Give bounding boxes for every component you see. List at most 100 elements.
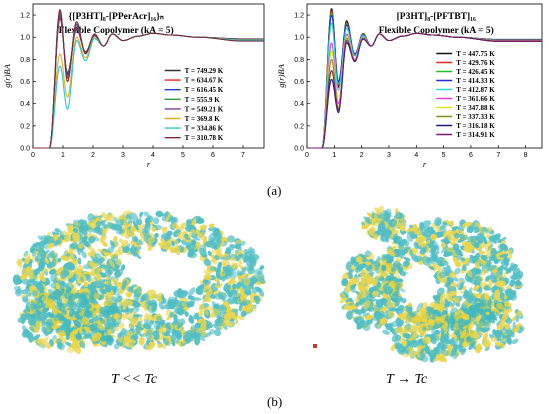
snapshot-low-label-text: T << Tc (111, 372, 158, 387)
monomer (104, 266, 110, 272)
monomer (97, 248, 103, 253)
monomer (215, 238, 222, 246)
monomer (410, 233, 418, 240)
monomer (454, 260, 461, 268)
monomer (194, 241, 201, 248)
monomer (133, 294, 140, 300)
monomer (126, 337, 137, 344)
monomer (440, 239, 451, 244)
monomer (486, 264, 497, 271)
monomer (125, 299, 133, 306)
monomer (441, 310, 448, 316)
monomer (148, 341, 155, 347)
monomer (84, 224, 93, 231)
monomer (357, 293, 365, 300)
monomer (393, 233, 399, 243)
monomer (504, 302, 512, 308)
monomer (59, 283, 65, 290)
monomer (139, 211, 144, 217)
monomer (247, 266, 255, 275)
monomer (122, 239, 129, 247)
monomer (441, 334, 448, 342)
monomer (398, 349, 406, 355)
monomer (225, 322, 235, 327)
monomer (165, 245, 170, 251)
monomer (106, 331, 112, 336)
monomer (229, 257, 237, 262)
monomer (104, 296, 113, 307)
monomer (57, 257, 62, 263)
legend-label: T = 414.33 K (456, 77, 495, 85)
monomer (220, 294, 226, 302)
monomer (170, 338, 181, 344)
legend-label: T = 361.66 K (456, 95, 495, 103)
chart-subtitle: Flexible Copolymer (kA = 5) (59, 25, 174, 36)
legend-label: T = 749.29 K (185, 67, 224, 75)
monomer (516, 270, 524, 279)
monomer (174, 244, 181, 256)
monomer (394, 342, 402, 350)
y-tick-label: 0.4 (294, 101, 304, 108)
monomer (386, 249, 396, 257)
monomer (464, 258, 470, 265)
legend-label: T = 549.21 K (185, 105, 224, 113)
monomer (32, 334, 41, 341)
monomer (357, 284, 366, 291)
monomer (381, 264, 387, 272)
monomer (52, 335, 57, 340)
monomer (154, 232, 159, 238)
monomer (381, 317, 387, 323)
monomer (41, 320, 46, 325)
monomer (474, 259, 481, 266)
monomer (41, 308, 47, 315)
monomer (350, 284, 356, 293)
legend-label: T = 337.33 K (456, 113, 495, 121)
monomer (455, 302, 461, 307)
monomer (151, 226, 157, 232)
monomer (382, 282, 390, 290)
monomer (482, 327, 491, 333)
monomer (232, 283, 237, 290)
monomer (460, 329, 467, 339)
monomer (474, 226, 479, 233)
monomer (37, 253, 43, 263)
monomer (234, 309, 239, 316)
monomer (358, 314, 366, 325)
monomer (82, 326, 91, 331)
monomer (135, 325, 144, 331)
monomer (416, 309, 424, 321)
monomer (52, 253, 59, 260)
monomer (183, 331, 191, 342)
monomer (79, 341, 86, 349)
x-tick-label: 8 (524, 152, 528, 159)
monomer (110, 305, 118, 313)
monomer (231, 262, 239, 270)
y-tick-label: 1.0 (20, 35, 30, 42)
monomer (414, 255, 423, 262)
monomer (511, 315, 517, 322)
monomer (84, 241, 91, 248)
monomer (368, 287, 374, 292)
monomer (492, 285, 504, 293)
x-tick-label: 0 (305, 152, 309, 159)
monomer (249, 276, 258, 284)
monomer (227, 235, 235, 243)
monomer (149, 320, 154, 325)
monomer (44, 302, 54, 309)
monomer (490, 247, 497, 258)
chart-title: [P3HT]₈-[PFTBT]₁₆ (397, 12, 476, 22)
monomer (114, 327, 120, 332)
monomer (213, 303, 220, 309)
monomer (249, 248, 256, 255)
monomer (390, 267, 397, 272)
monomer (468, 225, 474, 234)
monomer (58, 342, 66, 351)
monomer (14, 288, 23, 297)
monomer (482, 320, 490, 326)
legend-label: T = 426.45 K (456, 68, 495, 76)
monomer (393, 291, 400, 298)
legend-label: T = 429.76 K (456, 59, 495, 67)
monomer (341, 278, 349, 287)
monomer (210, 241, 217, 248)
monomer (169, 323, 175, 330)
